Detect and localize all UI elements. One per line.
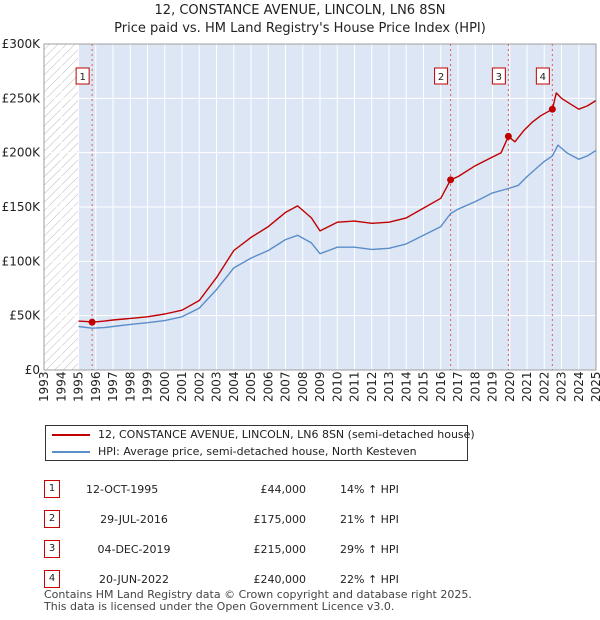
legend-label-property: 12, CONSTANCE AVENUE, LINCOLN, LN6 8SN (…: [98, 428, 475, 441]
legend-swatch-hpi: [52, 451, 90, 453]
sale-marker-label: 4: [540, 72, 546, 83]
sale-hpi-diff: 14% ↑ HPI: [340, 482, 399, 496]
y-tick-label: £250K: [2, 91, 42, 105]
x-tick-label: 2004: [227, 371, 241, 402]
sale-date: 20-JUN-2022: [98, 572, 170, 586]
sale-marker-badge: 2: [44, 510, 60, 528]
x-tick-label: 2024: [572, 371, 586, 402]
x-tick-label: 2020: [503, 371, 517, 402]
y-tick-label: £100K: [2, 254, 42, 268]
sale-marker-box: [535, 67, 550, 85]
chart-title-line2: Price paid vs. HM Land Registry's House …: [114, 21, 486, 36]
sale-point: [504, 132, 512, 140]
x-tick-label: 2025: [589, 371, 600, 402]
sale-marker-badge: 4: [44, 570, 60, 588]
x-tick-label: 2018: [468, 371, 482, 402]
x-tick-label: 2003: [210, 371, 224, 402]
x-tick-label: 2010: [330, 371, 344, 402]
sale-marker-box: [434, 67, 449, 85]
sale-marker-badge: 1: [44, 480, 60, 498]
legend-swatch-property: [52, 434, 90, 436]
footer: Contains HM Land Registry data © Crown c…: [44, 589, 472, 613]
x-tick-label: 2002: [192, 371, 206, 402]
sale-marker-label: 1: [79, 72, 85, 83]
sale-price: £175,000: [253, 512, 307, 526]
x-tick-label: 1995: [72, 371, 86, 402]
x-tick-label: 2009: [313, 371, 327, 402]
x-tick-label: 2012: [365, 371, 379, 402]
x-tick-label: 2019: [486, 371, 500, 402]
price-chart: £0 £50K £100K £150K £200K £250K £300K 1993 1994 1…: [2, 37, 600, 402]
x-tick-label: 2015: [417, 371, 431, 402]
chart-legend: 12, CONSTANCE AVENUE, LINCOLN, LN6 8SN (…: [45, 425, 475, 461]
x-tick-label: 2005: [244, 371, 258, 402]
x-tick-label: 2014: [399, 371, 413, 402]
x-tick-label: 2021: [520, 371, 534, 402]
table-row: 1 12-OCT-1995 £44,000 14% ↑ HPI: [44, 474, 399, 504]
sale-marker-box: [75, 67, 90, 85]
sale-date: 12-OCT-1995: [86, 482, 159, 496]
x-tick-label: 2001: [175, 371, 189, 402]
x-tick-label: 1993: [37, 371, 51, 402]
series-line-hpi: [78, 144, 597, 329]
x-tick-label: 2016: [434, 371, 448, 402]
sale-hpi-diff: 29% ↑ HPI: [340, 542, 399, 556]
x-tick-label: 1998: [123, 371, 137, 402]
table-row: 3 04-DEC-2019 £215,000 29% ↑ HPI: [44, 534, 399, 564]
plot-frame: [43, 43, 597, 371]
x-tick-label: 2006: [261, 371, 275, 402]
x-tick-label: 2011: [348, 371, 362, 402]
sale-marker-label: 3: [496, 72, 502, 83]
x-tick-label: 1994: [54, 371, 68, 402]
sale-marker-badge: 3: [44, 540, 60, 558]
table-row: 4 20-JUN-2022 £240,000 22% ↑ HPI: [44, 564, 399, 594]
y-tick-label: £300K: [2, 37, 42, 51]
y-tick-label: £150K: [2, 200, 42, 214]
x-tick-label: 2000: [158, 371, 172, 402]
x-tick-label: 2007: [279, 371, 293, 402]
sale-marker-label: 2: [438, 72, 444, 83]
sales-table: 1 12-OCT-1995 £44,000 14% ↑ HPI 2 29-JUL…: [44, 474, 399, 594]
y-tick-label: £0: [25, 363, 40, 377]
sale-point: [548, 105, 556, 113]
sale-point: [447, 176, 455, 184]
legend-label-hpi: HPI: Average price, semi-detached house,…: [98, 445, 417, 458]
sale-hpi-diff: 22% ↑ HPI: [340, 572, 399, 586]
footer-copyright: Contains HM Land Registry data © Crown c…: [44, 588, 472, 601]
x-tick-label: 2013: [382, 371, 396, 402]
footer-licence: This data is licensed under the Open Gov…: [44, 600, 395, 613]
y-tick-label: £200K: [2, 146, 42, 160]
sale-price: £240,000: [253, 572, 307, 586]
x-tick-label: 2023: [555, 371, 569, 402]
x-tick-label: 2008: [296, 371, 310, 402]
legend-item-property: 12, CONSTANCE AVENUE, LINCOLN, LN6 8SN (…: [52, 427, 475, 443]
sale-date: 29-JUL-2016: [100, 512, 168, 526]
table-row: 2 29-JUL-2016 £175,000 21% ↑ HPI: [44, 504, 399, 534]
sale-hpi-diff: 21% ↑ HPI: [340, 512, 399, 526]
legend-item-hpi: HPI: Average price, semi-detached house,…: [52, 444, 417, 460]
sale-point: [88, 318, 96, 326]
y-tick-label: £50K: [9, 309, 41, 323]
x-tick-label: 2017: [451, 371, 465, 402]
x-tick-label: 1996: [89, 371, 103, 402]
sale-date: 04-DEC-2019: [97, 542, 171, 556]
x-tick-label: 1997: [106, 371, 120, 402]
chart-title-line1: 12, CONSTANCE AVENUE, LINCOLN, LN6 8SN: [154, 3, 446, 18]
sale-marker-box: [491, 67, 506, 85]
x-tick-label: 2022: [537, 371, 551, 402]
x-tick-label: 1999: [141, 371, 155, 402]
sale-price: £44,000: [260, 482, 307, 496]
series-line-property: [78, 92, 597, 323]
sale-price: £215,000: [253, 542, 307, 556]
